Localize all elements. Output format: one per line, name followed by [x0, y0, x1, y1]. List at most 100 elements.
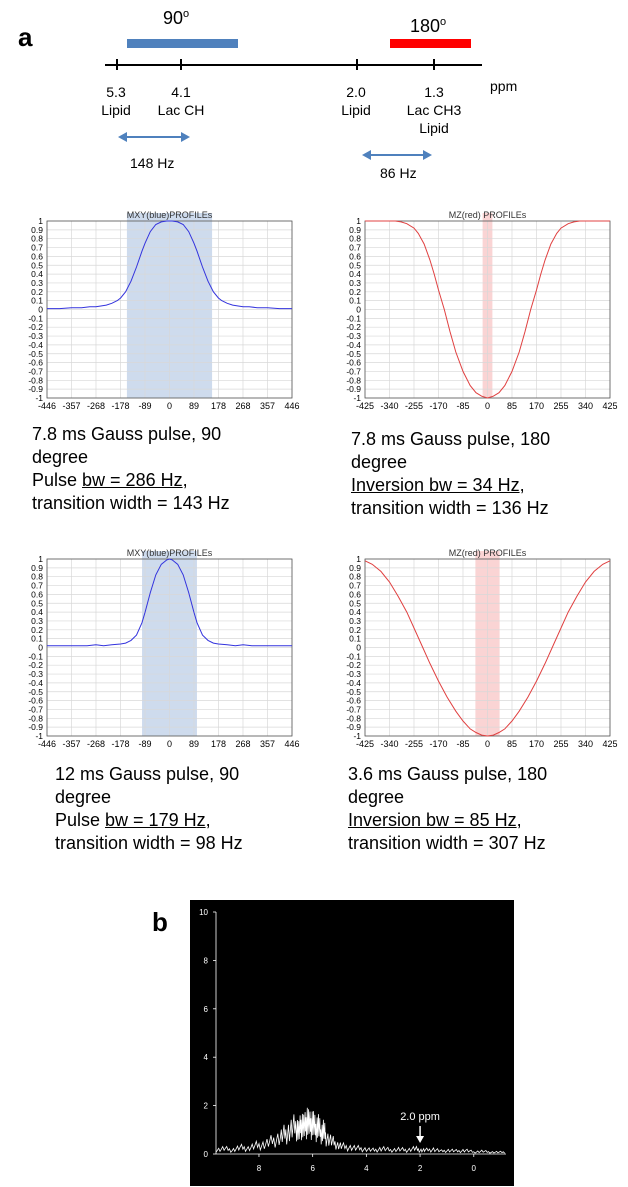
y-tick-label: -0.6 — [346, 696, 361, 706]
x-tick-label: -268 — [87, 401, 105, 411]
y-tick-label: -0.5 — [28, 349, 43, 359]
y-tick-label: -1 — [35, 731, 43, 741]
y-tick-label: 0.5 — [31, 598, 43, 608]
y-tick-label: -0.1 — [346, 313, 361, 323]
x-tick-label: -425 — [356, 739, 374, 749]
bar-90-degree: o — [183, 8, 190, 20]
y-tick-label: -0.1 — [346, 651, 361, 661]
caption-line: transition width = 98 Hz — [55, 833, 243, 853]
x-tick-label: -85 — [456, 739, 469, 749]
caption-line: Inversion bw = 34 Hz, — [351, 474, 550, 497]
x-tick-label: 85 — [507, 401, 517, 411]
tick-value: 2.0 — [346, 84, 366, 100]
y-tick-label: -0.7 — [346, 366, 361, 376]
x-tick-label: -170 — [429, 401, 447, 411]
y-tick-label: 0.1 — [31, 296, 43, 306]
y-tick-label: 0.3 — [31, 616, 43, 626]
x-tick-label: -85 — [456, 401, 469, 411]
y-tick-label: -0.5 — [28, 687, 43, 697]
x-tick-label: -425 — [356, 401, 374, 411]
ppm-tick-2-0 — [356, 59, 358, 70]
y-tick-label: 0.3 — [349, 278, 361, 288]
x-tick-label: 4 — [364, 1164, 369, 1173]
y-tick-label: 0 — [356, 305, 361, 315]
ppm-scale-diagram: 90o 180o ppm 5.3 Lipid 4.1 Lac CH 2.0 Lipid… — [0, 0, 628, 200]
x-tick-label: 178 — [211, 401, 226, 411]
y-tick-label: -0.3 — [346, 331, 361, 341]
y-tick-label: -1 — [353, 731, 361, 741]
caption-line: 7.8 ms Gauss pulse, 180 — [351, 429, 551, 449]
y-tick-label: 1 — [356, 216, 361, 226]
x-tick-label: -340 — [380, 739, 398, 749]
y-tick-label: -0.3 — [28, 331, 43, 341]
y-tick-label: 0.2 — [31, 287, 43, 297]
caption-bandwidth: Inversion bw = 85 Hz — [348, 810, 517, 830]
mxy-profile-chart-2: MXY(blue)PROFILEs10.90.80.70.60.50.40.30… — [28, 548, 299, 749]
y-tick-label: -0.4 — [346, 340, 361, 350]
x-tick-label: -89 — [138, 739, 151, 749]
x-tick-label: 340 — [578, 401, 593, 411]
caption-text: , — [519, 475, 525, 495]
x-tick-label: 425 — [602, 401, 617, 411]
y-tick-label: 0.5 — [349, 598, 361, 608]
x-tick-label: 0 — [485, 739, 490, 749]
x-tick-label: -446 — [38, 401, 56, 411]
chart-title: MZ(red) PROFILEs — [449, 548, 527, 558]
y-tick-label: -0.1 — [28, 313, 43, 323]
y-tick-label: -0.8 — [28, 375, 43, 385]
tick-label-5-3: 5.3 Lipid — [86, 83, 146, 119]
tick-name: Lac CH — [157, 102, 205, 118]
annotation-label: 2.0 ppm — [400, 1111, 440, 1123]
x-tick-label: 357 — [260, 739, 275, 749]
bar-180-text: 180 — [410, 16, 441, 36]
caption-2: 7.8 ms Gauss pulse, 180 degree Inversion… — [351, 428, 550, 520]
ppm-tick-4-1 — [180, 59, 182, 70]
x-tick-label: 255 — [553, 739, 568, 749]
panel-b-label: b — [152, 907, 168, 937]
y-tick-label: 0.8 — [349, 234, 361, 244]
caption-text: Pulse — [32, 470, 83, 490]
y-tick-label: -0.9 — [346, 722, 361, 732]
y-tick-label: 0.4 — [349, 269, 361, 279]
y-tick-label: 0.2 — [349, 625, 361, 635]
tick-value: 1.3 — [424, 84, 444, 100]
x-tick-label: 255 — [553, 401, 568, 411]
y-tick-label: -0.4 — [28, 678, 43, 688]
y-tick-label: -0.4 — [28, 340, 43, 350]
caption-bandwidth: bw = 179 Hz — [105, 810, 206, 830]
y-tick-label: 0.1 — [349, 634, 361, 644]
x-tick-label: -268 — [87, 739, 105, 749]
tick-label-1-3: 1.3 Lac CH3 Lipid — [396, 83, 472, 137]
y-tick-label: 0.2 — [349, 287, 361, 297]
mz-profile-chart-2: MZ(red) PROFILEs10.90.80.70.60.50.40.30.… — [346, 548, 617, 749]
x-tick-label: 0 — [167, 739, 172, 749]
y-tick-label: 0.6 — [349, 589, 361, 599]
x-tick-label: -446 — [38, 739, 56, 749]
caption-text: Pulse — [55, 810, 106, 830]
caption-text: , — [205, 810, 211, 830]
y-tick-label: -0.9 — [28, 722, 43, 732]
y-tick-label: 0.7 — [349, 243, 361, 253]
chart-title: MZ(red) PROFILEs — [449, 210, 527, 220]
x-tick-label: 6 — [310, 1164, 315, 1173]
caption-line: transition width = 136 Hz — [351, 498, 549, 518]
y-tick-label: 1 — [38, 216, 43, 226]
bar-180-degree: o — [440, 16, 447, 28]
y-tick-label: 0.3 — [349, 616, 361, 626]
y-tick-label: -0.2 — [346, 322, 361, 332]
x-tick-label: -178 — [111, 401, 129, 411]
x-tick-label: 85 — [507, 739, 517, 749]
caption-line: 12 ms Gauss pulse, 90 — [55, 764, 240, 784]
caption-line: transition width = 143 Hz — [32, 493, 230, 513]
profile-series-line — [47, 220, 292, 310]
x-tick-label: 425 — [602, 739, 617, 749]
y-tick-label: 0.9 — [349, 563, 361, 573]
arrow-148hz — [118, 132, 190, 142]
x-tick-label: 89 — [189, 739, 199, 749]
caption-line: Pulse bw = 179 Hz, — [55, 809, 243, 832]
chart-title: MXY(blue)PROFILEs — [127, 210, 213, 220]
y-tick-label: 0.4 — [31, 607, 43, 617]
arrow-head-left — [362, 150, 371, 160]
tick-name: Lac CH3 Lipid — [406, 102, 462, 136]
caption-line: degree — [32, 447, 89, 467]
